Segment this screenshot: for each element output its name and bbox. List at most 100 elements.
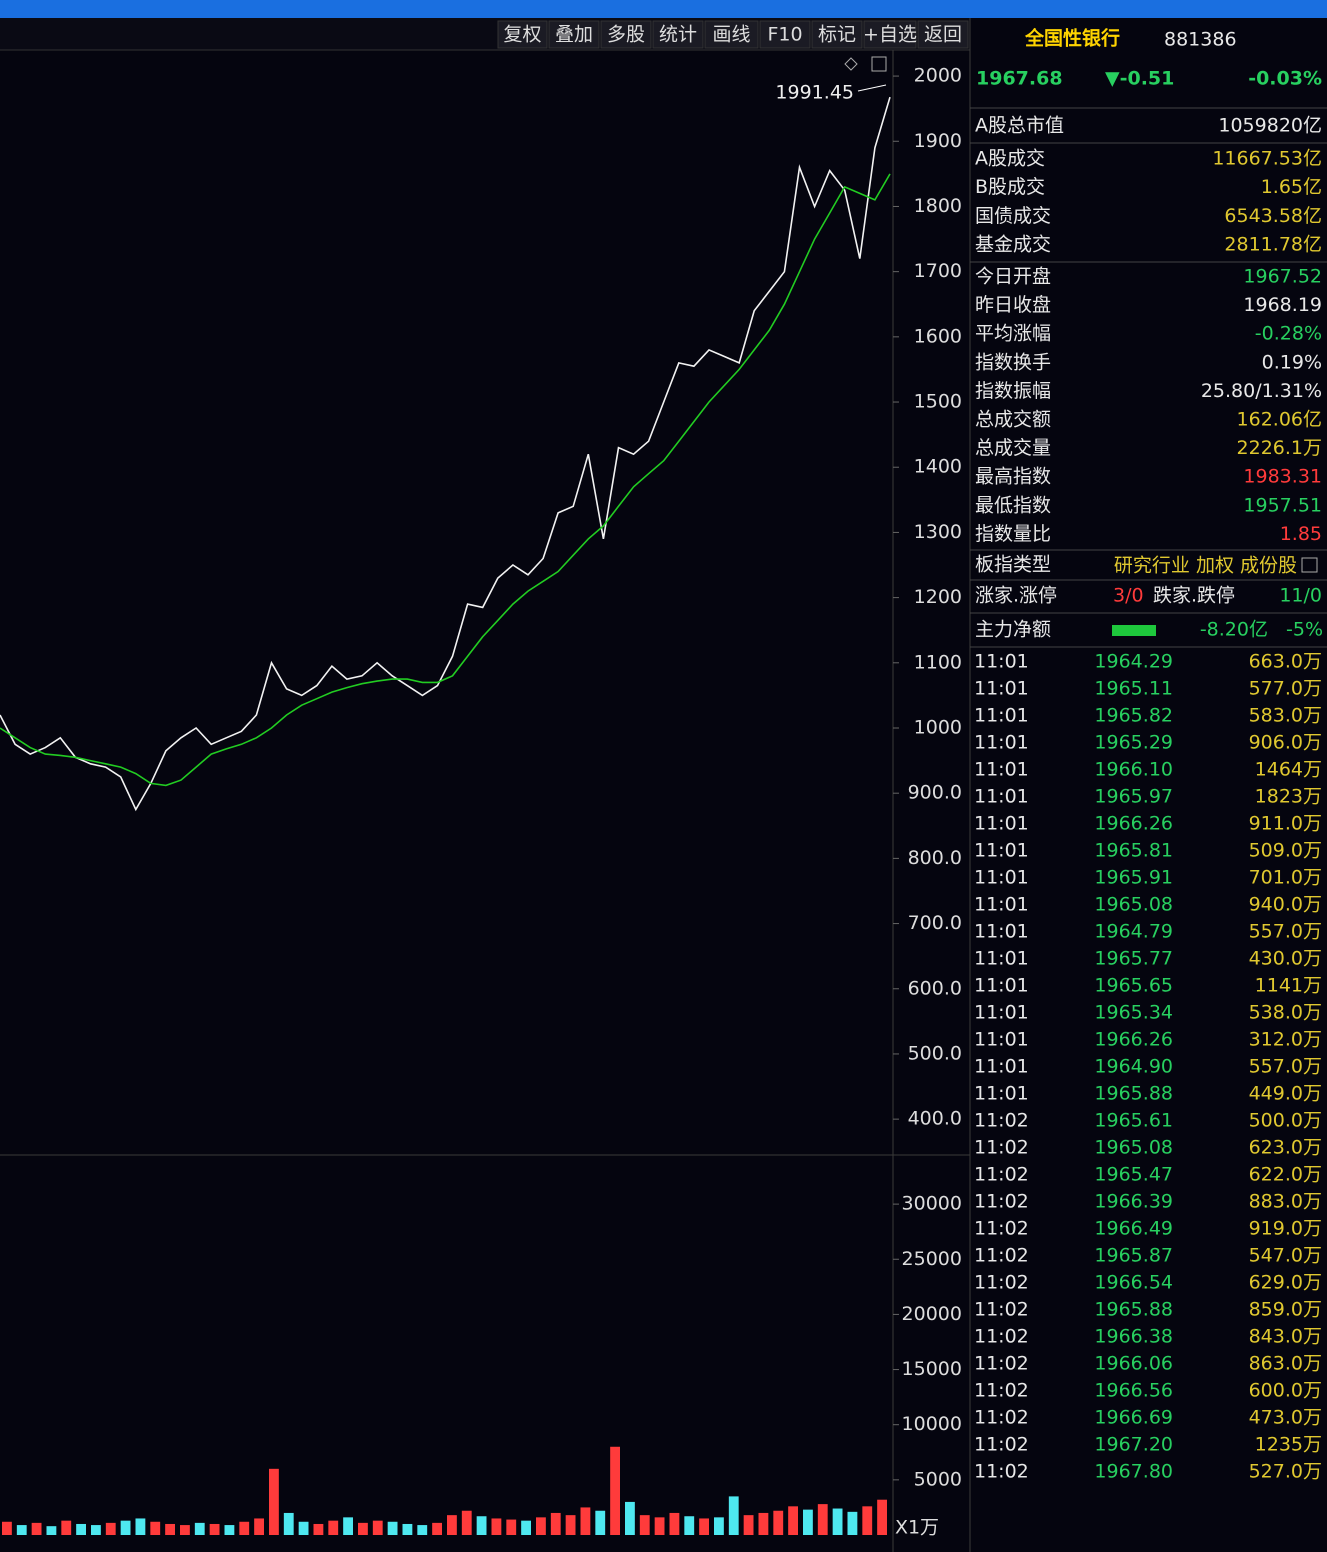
toolbar-button[interactable] — [917, 20, 969, 49]
quote-name: 全国性银行 — [1024, 27, 1120, 50]
toolbar-button[interactable] — [759, 20, 811, 49]
volume-bar — [61, 1520, 72, 1535]
toolbar-label[interactable]: 统计 — [659, 24, 697, 46]
limit-up: 3/0 — [1113, 585, 1144, 607]
volume-bar — [283, 1512, 294, 1535]
tick-volume: 919.0万 — [1249, 1218, 1322, 1240]
volume-bar — [387, 1521, 398, 1535]
tick-price: 1965.08 — [1094, 1137, 1173, 1159]
tick-time: 11:01 — [974, 759, 1029, 781]
tick-time: 11:02 — [974, 1218, 1029, 1240]
tick-price: 1965.82 — [1094, 705, 1173, 727]
limit-label: 涨家.涨停 — [975, 585, 1057, 607]
tick-volume: 843.0万 — [1249, 1326, 1322, 1348]
flow-pct: -5% — [1286, 619, 1323, 641]
y-tick-label: 1500 — [914, 391, 962, 413]
y-tick-label: 2000 — [914, 65, 962, 87]
volume-bar — [239, 1521, 250, 1535]
title-bar — [0, 0, 1327, 18]
toolbar-button[interactable] — [811, 20, 863, 49]
tick-time: 11:01 — [974, 840, 1029, 862]
stat-label: 指数量比 — [975, 523, 1051, 545]
stat-label: 昨日收盘 — [975, 294, 1051, 316]
stat-label: 最低指数 — [975, 494, 1051, 516]
diamond-icon[interactable] — [844, 57, 858, 71]
toolbar-button[interactable] — [652, 20, 704, 49]
tick-time: 11:01 — [974, 1083, 1029, 1105]
y-tick-label: 700.0 — [908, 912, 962, 934]
toolbar-button[interactable] — [548, 20, 600, 49]
volume-bar — [16, 1525, 27, 1535]
toolbar-label[interactable]: 复权 — [503, 24, 541, 46]
annotation: 1991.45 — [775, 82, 854, 104]
tick-time: 11:01 — [974, 651, 1029, 673]
tick-time: 11:02 — [974, 1461, 1029, 1483]
volume-bar — [91, 1525, 101, 1535]
tick-time: 11:02 — [974, 1326, 1029, 1348]
volume-bar — [699, 1518, 709, 1535]
volume-bar — [536, 1517, 546, 1535]
tick-volume: 547.0万 — [1249, 1245, 1322, 1267]
tick-volume: 911.0万 — [1249, 813, 1322, 835]
sector-label: 板指类型 — [975, 554, 1051, 576]
toolbar-label[interactable]: 返回 — [924, 24, 962, 46]
stat-label: 总成交额 — [975, 409, 1051, 431]
tick-volume: 557.0万 — [1249, 1056, 1322, 1078]
limit-down: 11/0 — [1279, 585, 1322, 607]
y-tick-label: 1200 — [914, 586, 962, 608]
toolbar-label[interactable]: F10 — [767, 24, 802, 46]
tick-volume: 1235万 — [1255, 1434, 1322, 1456]
volume-bar — [728, 1496, 739, 1535]
sector-value: 研究行业 加权 成份股 — [1114, 555, 1297, 577]
toolbar-label[interactable]: 画线 — [712, 24, 750, 46]
toolbar-label[interactable]: 叠加 — [555, 24, 593, 46]
tick-price: 1966.26 — [1094, 813, 1173, 835]
y-tick-label: 1100 — [914, 651, 962, 673]
volume-bar — [432, 1522, 442, 1535]
stat-value: 1983.31 — [1243, 466, 1322, 488]
volume-bar — [2, 1521, 12, 1535]
stat-label: B股成交 — [975, 176, 1045, 198]
toolbar-label[interactable]: 标记 — [818, 24, 856, 46]
toolbar-label[interactable]: 多股 — [607, 24, 645, 46]
tick-volume: 1823万 — [1255, 786, 1322, 808]
tick-time: 11:02 — [974, 1353, 1029, 1375]
unit-label: X1万 — [895, 1517, 939, 1539]
stat-label: 指数振幅 — [975, 380, 1051, 402]
tick-volume: 473.0万 — [1249, 1407, 1322, 1429]
tick-price: 1966.06 — [1094, 1353, 1173, 1375]
panel-icon[interactable] — [871, 56, 887, 72]
tick-time: 11:02 — [974, 1137, 1029, 1159]
tick-price: 1967.20 — [1094, 1434, 1173, 1456]
toolbar-button[interactable] — [704, 20, 759, 49]
tick-volume: 622.0万 — [1249, 1164, 1322, 1186]
toolbar-button[interactable] — [600, 20, 652, 49]
tick-time: 11:02 — [974, 1434, 1029, 1456]
toolbar-button[interactable] — [863, 20, 917, 49]
tick-volume: 500.0万 — [1249, 1110, 1322, 1132]
tick-time: 11:01 — [974, 1002, 1029, 1024]
toolbar-label[interactable]: +自选 — [863, 24, 917, 46]
volume-bar — [847, 1511, 858, 1535]
tick-time: 11:01 — [974, 975, 1029, 997]
volume-bar — [254, 1518, 264, 1535]
tick-price: 1965.91 — [1094, 867, 1173, 889]
y-tick-label: 25000 — [902, 1248, 962, 1270]
stat-label: 今日开盘 — [975, 266, 1051, 288]
tick-time: 11:01 — [974, 921, 1029, 943]
toolbar-button[interactable] — [497, 20, 548, 49]
tick-volume: 629.0万 — [1249, 1272, 1322, 1294]
y-tick-label: 1600 — [914, 325, 962, 347]
volume-bar — [120, 1520, 131, 1535]
tick-price: 1965.65 — [1094, 975, 1173, 997]
y-tick-label: 900.0 — [908, 782, 962, 804]
tick-time: 11:01 — [974, 1029, 1029, 1051]
volume-bar — [313, 1523, 324, 1535]
volume-bar — [224, 1525, 235, 1535]
volume-bar — [788, 1506, 798, 1535]
tick-time: 11:01 — [974, 705, 1029, 727]
list-icon[interactable] — [1301, 557, 1318, 573]
tick-price: 1965.88 — [1094, 1299, 1173, 1321]
tick-volume: 600.0万 — [1249, 1380, 1322, 1402]
